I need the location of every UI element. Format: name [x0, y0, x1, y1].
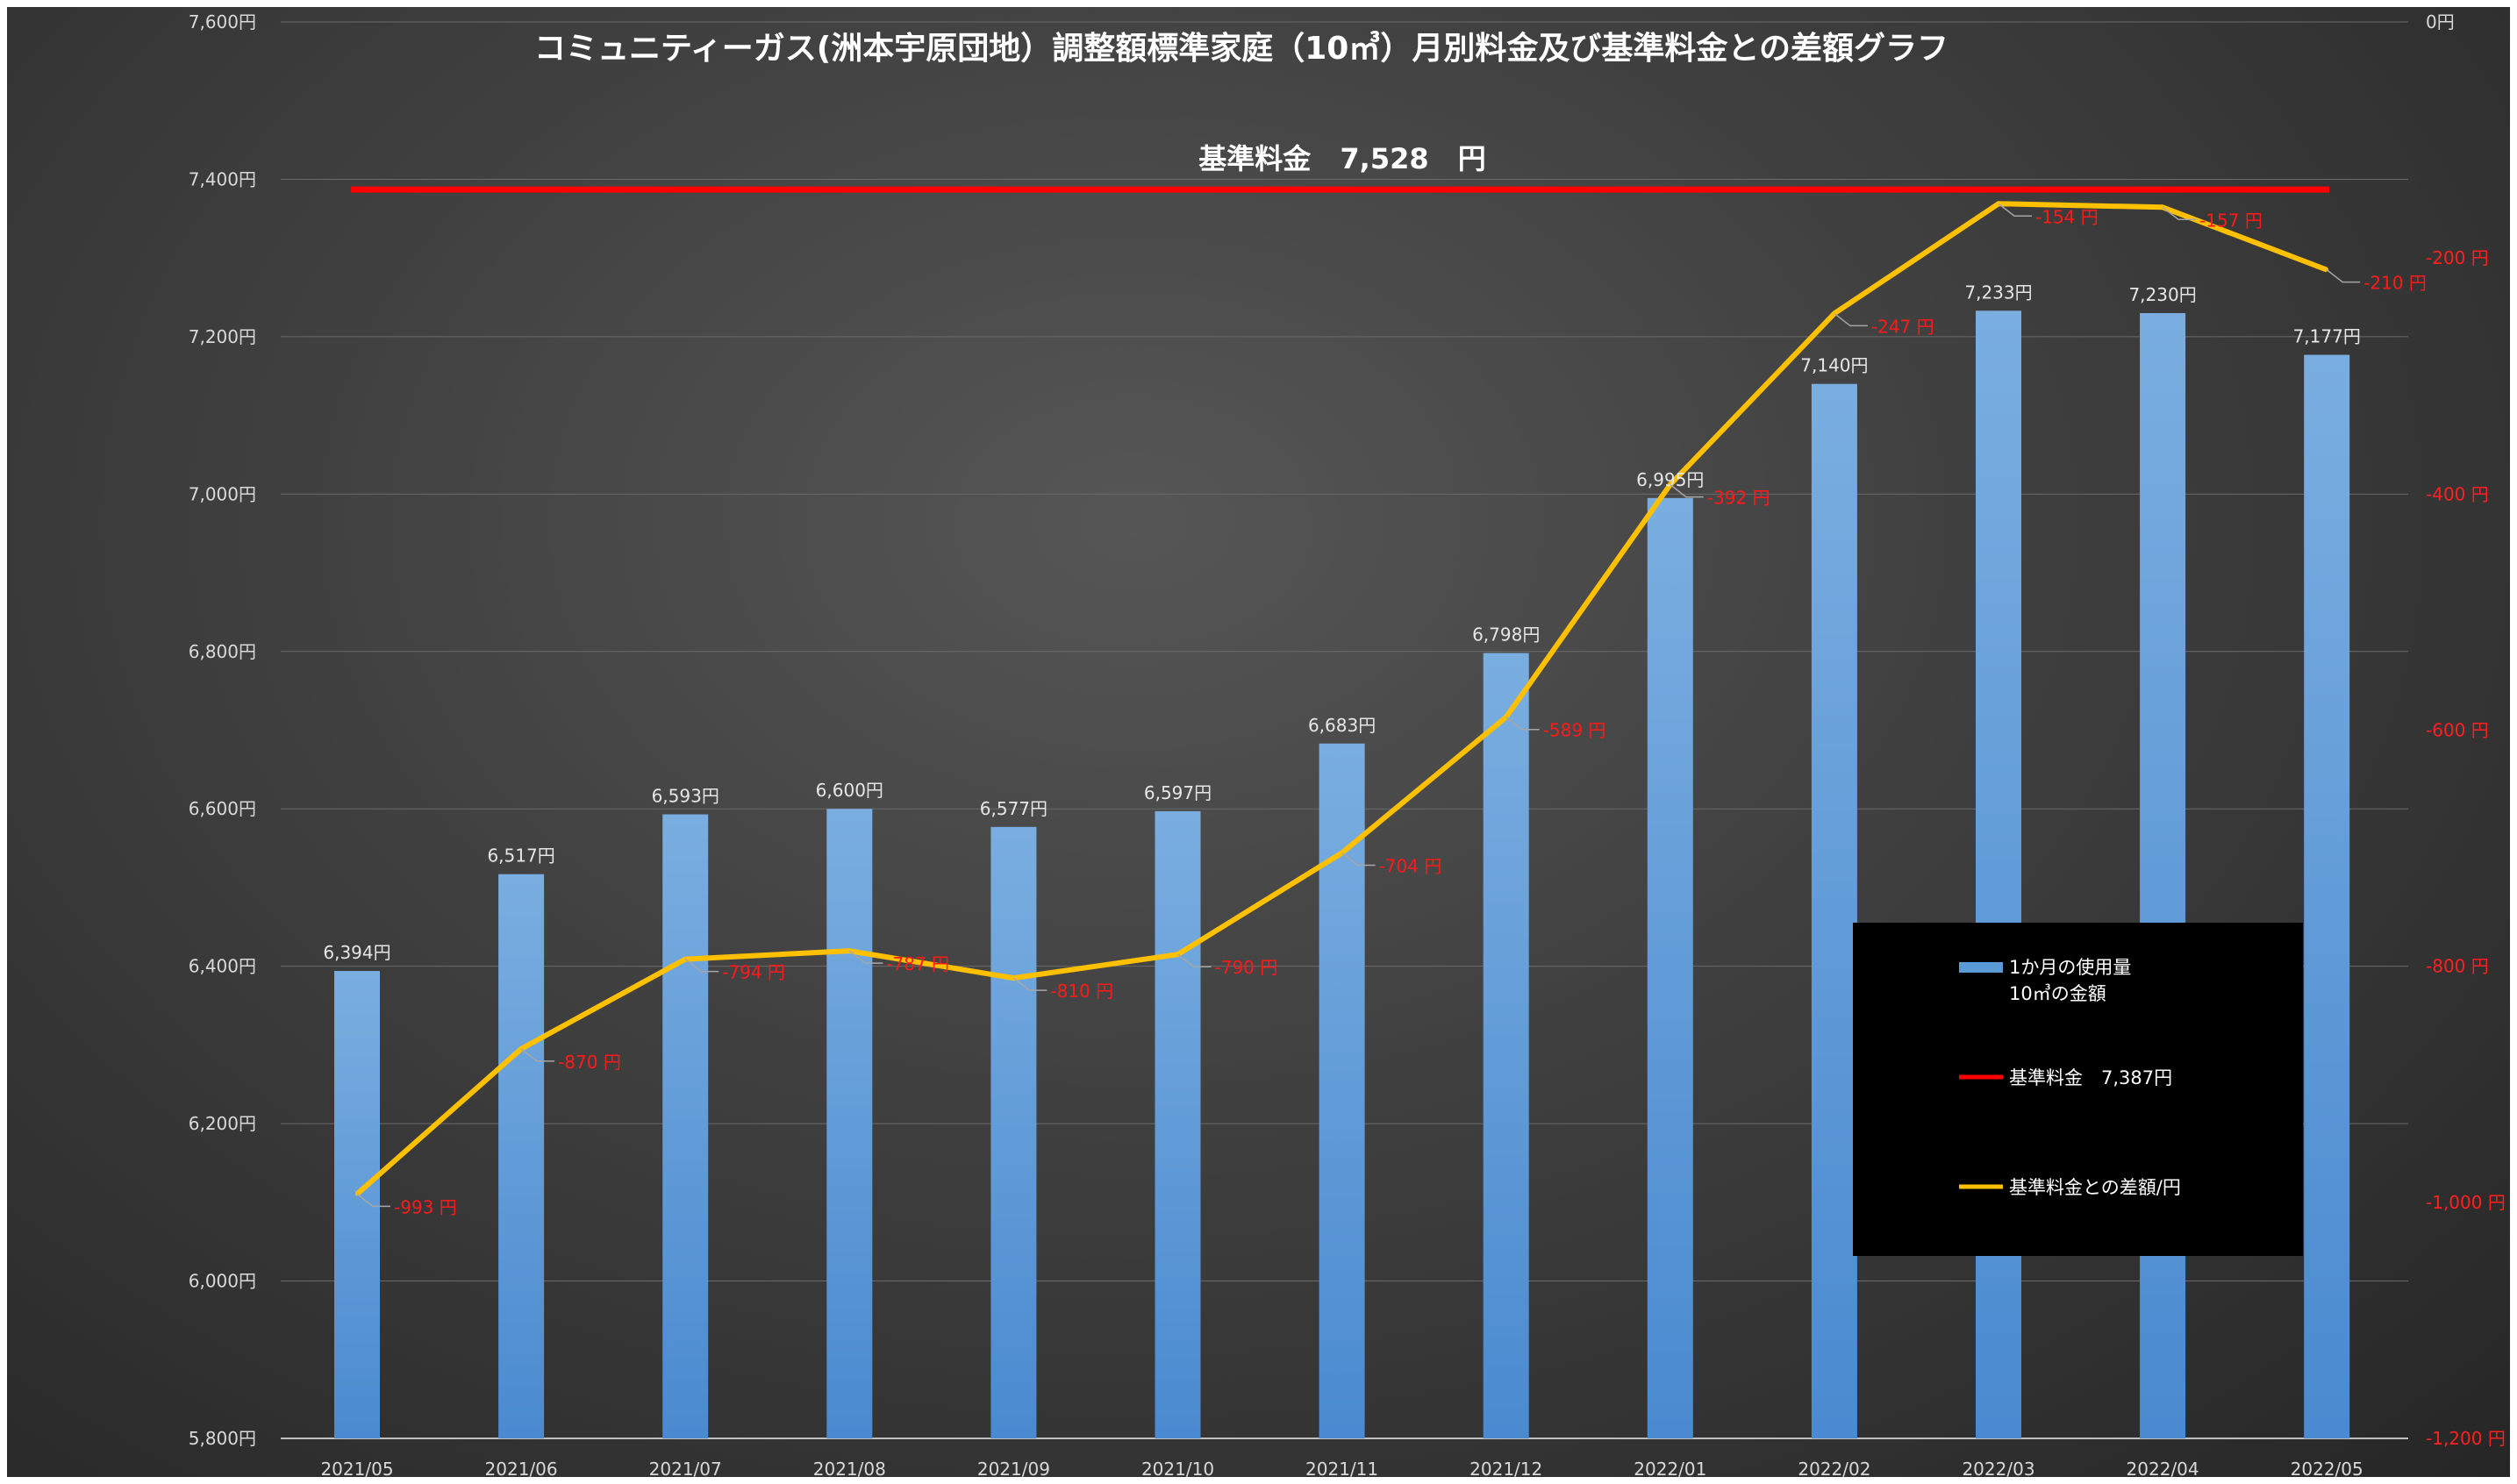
- bar-value-label: 7,177円: [2293, 326, 2361, 347]
- chart-title: コミュニティーガス(洲本宇原団地）調整額標準家庭（10㎥）月別料金及び基準料金と…: [534, 30, 1949, 67]
- difference-value-label: -794 円: [722, 962, 785, 983]
- bar: [334, 971, 380, 1438]
- difference-value-label: -870 円: [558, 1052, 621, 1073]
- bar: [2140, 312, 2186, 1439]
- difference-leader-line: [356, 1193, 390, 1208]
- difference-leader-line: [520, 1048, 555, 1062]
- bar: [662, 814, 709, 1438]
- bar-value-label: 6,517円: [487, 845, 554, 867]
- bar-value-label: 7,140円: [1800, 355, 1868, 376]
- y-right-tick-label: -400 円: [2426, 483, 2489, 504]
- x-tick-label: 2021/08: [813, 1459, 886, 1480]
- reference-line-label: 基準料金 7,528 円: [1198, 142, 1486, 175]
- x-tick-label: 2021/11: [1305, 1459, 1378, 1480]
- y-right-tick-label: -1,200 円: [2426, 1428, 2506, 1449]
- y-left-tick-label: 7,600円: [189, 11, 256, 32]
- legend-box: [1853, 923, 2303, 1256]
- reference-label-text: 基準料金: [1198, 142, 1312, 175]
- legend-label-difference: 基準料金との差額/円: [2009, 1177, 2181, 1198]
- bar-value-label: 6,597円: [1144, 782, 1212, 803]
- difference-value-label: -993 円: [394, 1196, 457, 1217]
- bar-value-label: 6,798円: [1472, 624, 1540, 646]
- y-right-tick-label: -1,000 円: [2426, 1192, 2506, 1213]
- x-tick-label: 2022/01: [1634, 1459, 1706, 1480]
- difference-value-label: -810 円: [1050, 981, 1113, 1002]
- y-left-tick-label: 5,800円: [189, 1428, 256, 1449]
- x-tick-label: 2022/02: [1798, 1459, 1870, 1480]
- difference-leader-line: [1834, 312, 1868, 327]
- bar: [990, 826, 1037, 1438]
- reference-label-value: 7,528: [1340, 142, 1428, 175]
- y-left-tick-label: 6,600円: [189, 798, 256, 819]
- x-tick-label: 2021/10: [1141, 1459, 1214, 1480]
- difference-value-label: -210 円: [2363, 273, 2427, 294]
- y-left-tick-label: 7,000円: [189, 483, 256, 504]
- bar: [1647, 497, 1693, 1438]
- x-tick-label: 2021/09: [977, 1459, 1050, 1480]
- bar-value-label: 6,394円: [323, 942, 390, 963]
- bar-value-label: 6,600円: [816, 780, 883, 801]
- difference-leader-line: [1670, 483, 1704, 498]
- data-labels: 6,394円 6,517円 6,593円 6,600円 6,577円 6,597円 6,68…: [323, 203, 2427, 1217]
- y-right-tick-label: -200 円: [2426, 247, 2489, 268]
- difference-value-label: -704 円: [1379, 855, 1442, 876]
- bar-series: [334, 310, 2350, 1439]
- x-tick-label: 2021/05: [320, 1459, 393, 1480]
- difference-value-label: -157 円: [2199, 210, 2263, 231]
- y-left-tick-label: 7,400円: [189, 168, 256, 189]
- bar: [1319, 743, 1365, 1438]
- bar: [1155, 810, 1201, 1438]
- y-left-tick-label: 6,400円: [189, 956, 256, 977]
- bar-value-label: 6,577円: [980, 798, 1048, 819]
- difference-leader-line: [1505, 717, 1540, 731]
- x-tick-label: 2021/06: [485, 1459, 558, 1480]
- difference-value-label: -154 円: [2035, 206, 2099, 227]
- y-right-tick-label: -600 円: [2426, 720, 2489, 741]
- axis-ticks: 5,800円 6,000円 6,200円 6,400円 6,600円 6,800円 7,00…: [189, 11, 2506, 1480]
- bar: [1811, 383, 1857, 1439]
- reference-label-unit: 円: [1458, 142, 1486, 175]
- difference-leader-line: [1177, 953, 1212, 967]
- bar-value-label: 6,995円: [1636, 469, 1704, 490]
- bar: [1976, 310, 2021, 1439]
- legend: 1か月の使用量 10㎥の金額 基準料金 7,387円 基準料金との差額/円: [1853, 923, 2303, 1256]
- legend-label-bars-line2: 10㎥の金額: [2009, 983, 2106, 1004]
- svg-text:基準料金 7,528 円: 基準料金 7,528 円: [1198, 142, 1486, 175]
- bar: [498, 874, 545, 1438]
- x-tick-label: 2022/05: [2291, 1459, 2363, 1480]
- difference-leader-line: [1012, 977, 1048, 991]
- x-tick-label: 2021/12: [1469, 1459, 1542, 1480]
- bar-value-label: 7,233円: [1964, 282, 2032, 303]
- bar-value-label: 6,593円: [652, 786, 719, 807]
- bar: [2304, 354, 2350, 1438]
- difference-leader-line: [2162, 206, 2197, 221]
- difference-value-label: -589 円: [1543, 720, 1606, 741]
- difference-leader-line: [684, 958, 719, 973]
- x-tick-label: 2021/07: [649, 1459, 722, 1480]
- y-left-tick-label: 6,200円: [189, 1113, 256, 1134]
- x-tick-label: 2022/04: [2127, 1459, 2199, 1480]
- y-right-tick-label: 0円: [2426, 11, 2455, 32]
- difference-leader-line: [1998, 203, 2032, 218]
- difference-value-label: -790 円: [1215, 957, 1278, 978]
- bar-value-label: 7,230円: [2128, 284, 2196, 305]
- difference-leader-line: [848, 950, 883, 964]
- x-tick-label: 2022/03: [1962, 1459, 2034, 1480]
- bar: [826, 809, 873, 1438]
- y-right-tick-label: -800 円: [2426, 956, 2489, 977]
- difference-leader-line: [1341, 852, 1376, 867]
- bar: [1483, 653, 1529, 1438]
- y-left-tick-label: 6,800円: [189, 641, 256, 662]
- difference-value-label: -787 円: [886, 953, 949, 974]
- difference-leader-line: [2326, 269, 2361, 283]
- y-left-tick-label: 7,200円: [189, 326, 256, 347]
- legend-label-reference: 基準料金 7,387円: [2009, 1067, 2172, 1088]
- difference-value-label: -247 円: [1871, 316, 1934, 337]
- y-left-tick-label: 6,000円: [189, 1271, 256, 1292]
- difference-value-label: -392 円: [1707, 488, 1770, 509]
- bar-value-label: 6,683円: [1308, 715, 1376, 736]
- legend-label-bars-line1: 1か月の使用量: [2009, 957, 2131, 978]
- legend-swatch-bars: [1959, 962, 2003, 973]
